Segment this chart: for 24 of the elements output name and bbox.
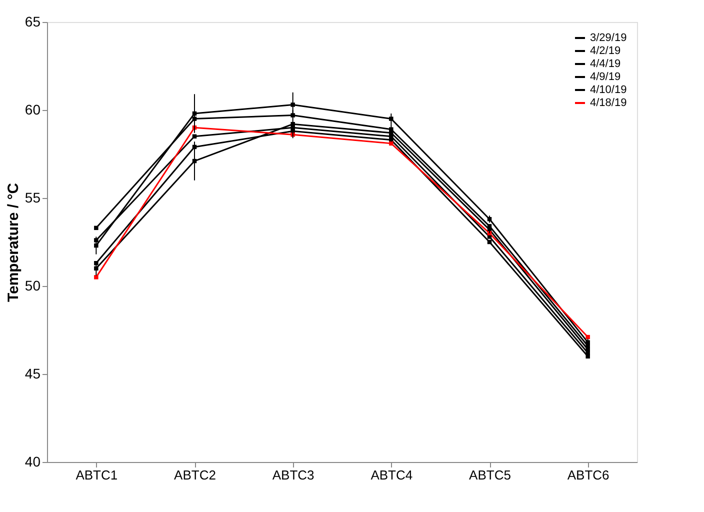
legend-label: 4/2/19	[590, 45, 621, 57]
x-tick-label: ABTC6	[567, 468, 610, 482]
legend-label: 3/29/19	[590, 32, 627, 44]
point	[389, 141, 394, 146]
point	[94, 226, 98, 230]
point	[94, 275, 98, 280]
y-tick-label: 65	[24, 14, 41, 30]
y-axis-title: Temperature / °C	[4, 182, 22, 302]
legend-label: 4/10/19	[590, 84, 627, 96]
y-tick-label: 55	[24, 190, 41, 206]
x-tick-label: ABTC5	[469, 468, 511, 482]
legend-label: 4/9/19	[590, 71, 621, 83]
legend-label: 4/18/19	[590, 97, 627, 109]
x-tick-label: ABTC3	[272, 468, 314, 482]
y-tick-label: 45	[24, 366, 41, 382]
x-tick-label: ABTC4	[370, 468, 413, 482]
legend-label: 4/4/19	[590, 58, 621, 70]
y-tick-label: 50	[24, 278, 41, 294]
x-tick-label: ABTC2	[174, 468, 216, 482]
point	[586, 334, 590, 340]
y-tick-label: 40	[24, 454, 41, 470]
y-tick-label: 60	[24, 102, 41, 118]
point	[586, 354, 590, 359]
x-tick-label: ABTC1	[76, 468, 118, 482]
